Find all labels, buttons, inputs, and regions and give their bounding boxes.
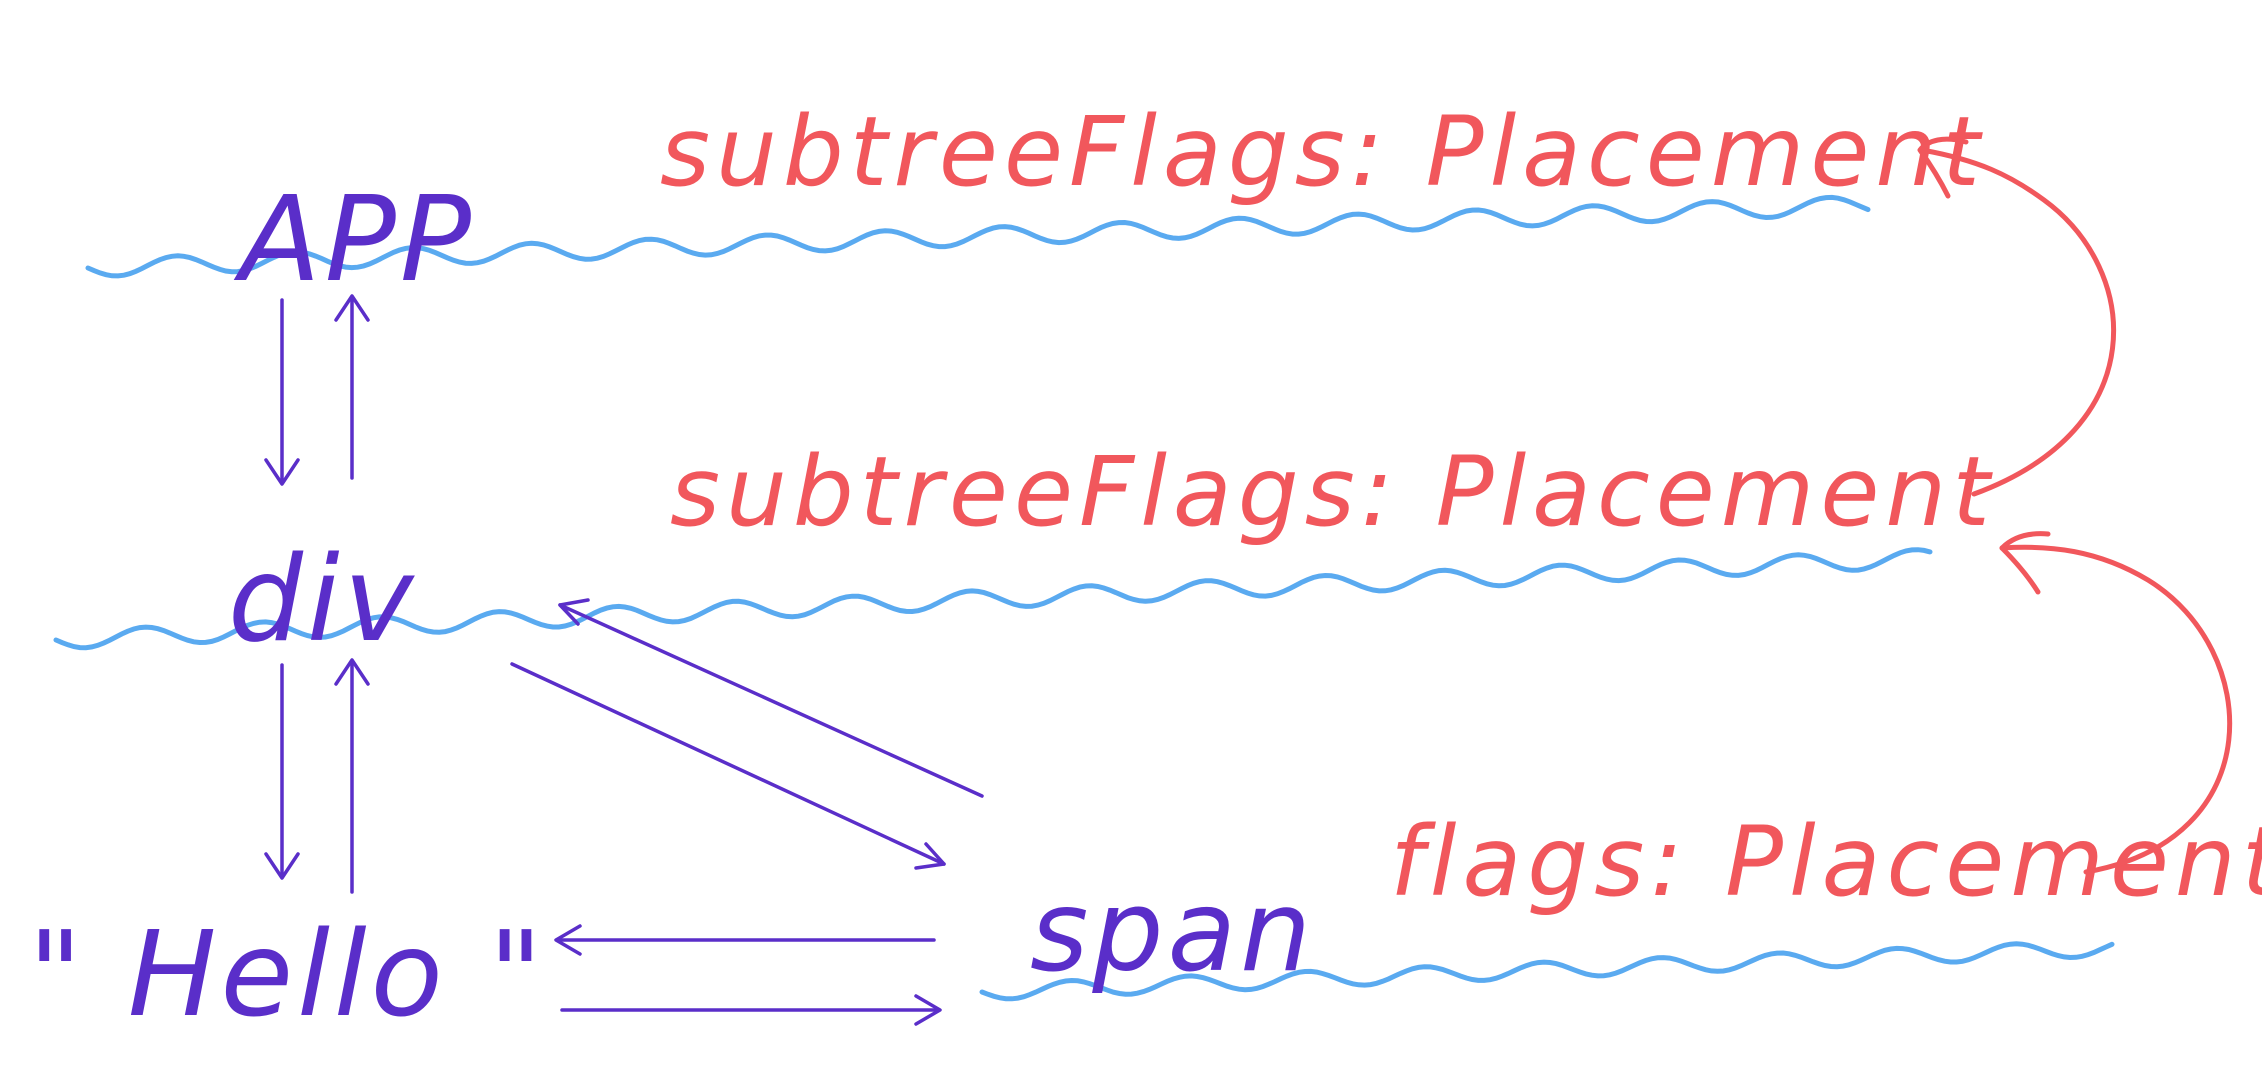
div-level-wave (53, 547, 1933, 651)
span-to-div-arrow (558, 598, 984, 798)
div-to-span-arrow (510, 662, 946, 870)
span-to-div-flags-propagation-arrow (1999, 531, 2233, 875)
span-flags-label: flags: Placement (1390, 806, 2262, 918)
div-subtree-flags-label: subtreeFlags: Placement (670, 436, 1996, 548)
node-span: span (1030, 867, 1315, 997)
node-hello: " Hello " (28, 905, 547, 1043)
span-to-hello-arrow (554, 924, 936, 956)
div-to-app-flags-propagation-arrow (1917, 136, 2117, 497)
node-div: div (228, 530, 418, 668)
app-level-wave (85, 194, 1871, 279)
app-subtree-flags-label: subtreeFlags: Placement (660, 96, 1986, 208)
div-to-app-arrow (334, 294, 370, 480)
hello-to-div-arrow (334, 658, 370, 894)
div-to-hello-arrow (264, 663, 300, 880)
node-app: APP (233, 170, 475, 308)
hello-to-span-arrow (560, 994, 942, 1026)
span-level-wave (979, 941, 2115, 1002)
app-to-div-arrow (264, 298, 300, 486)
